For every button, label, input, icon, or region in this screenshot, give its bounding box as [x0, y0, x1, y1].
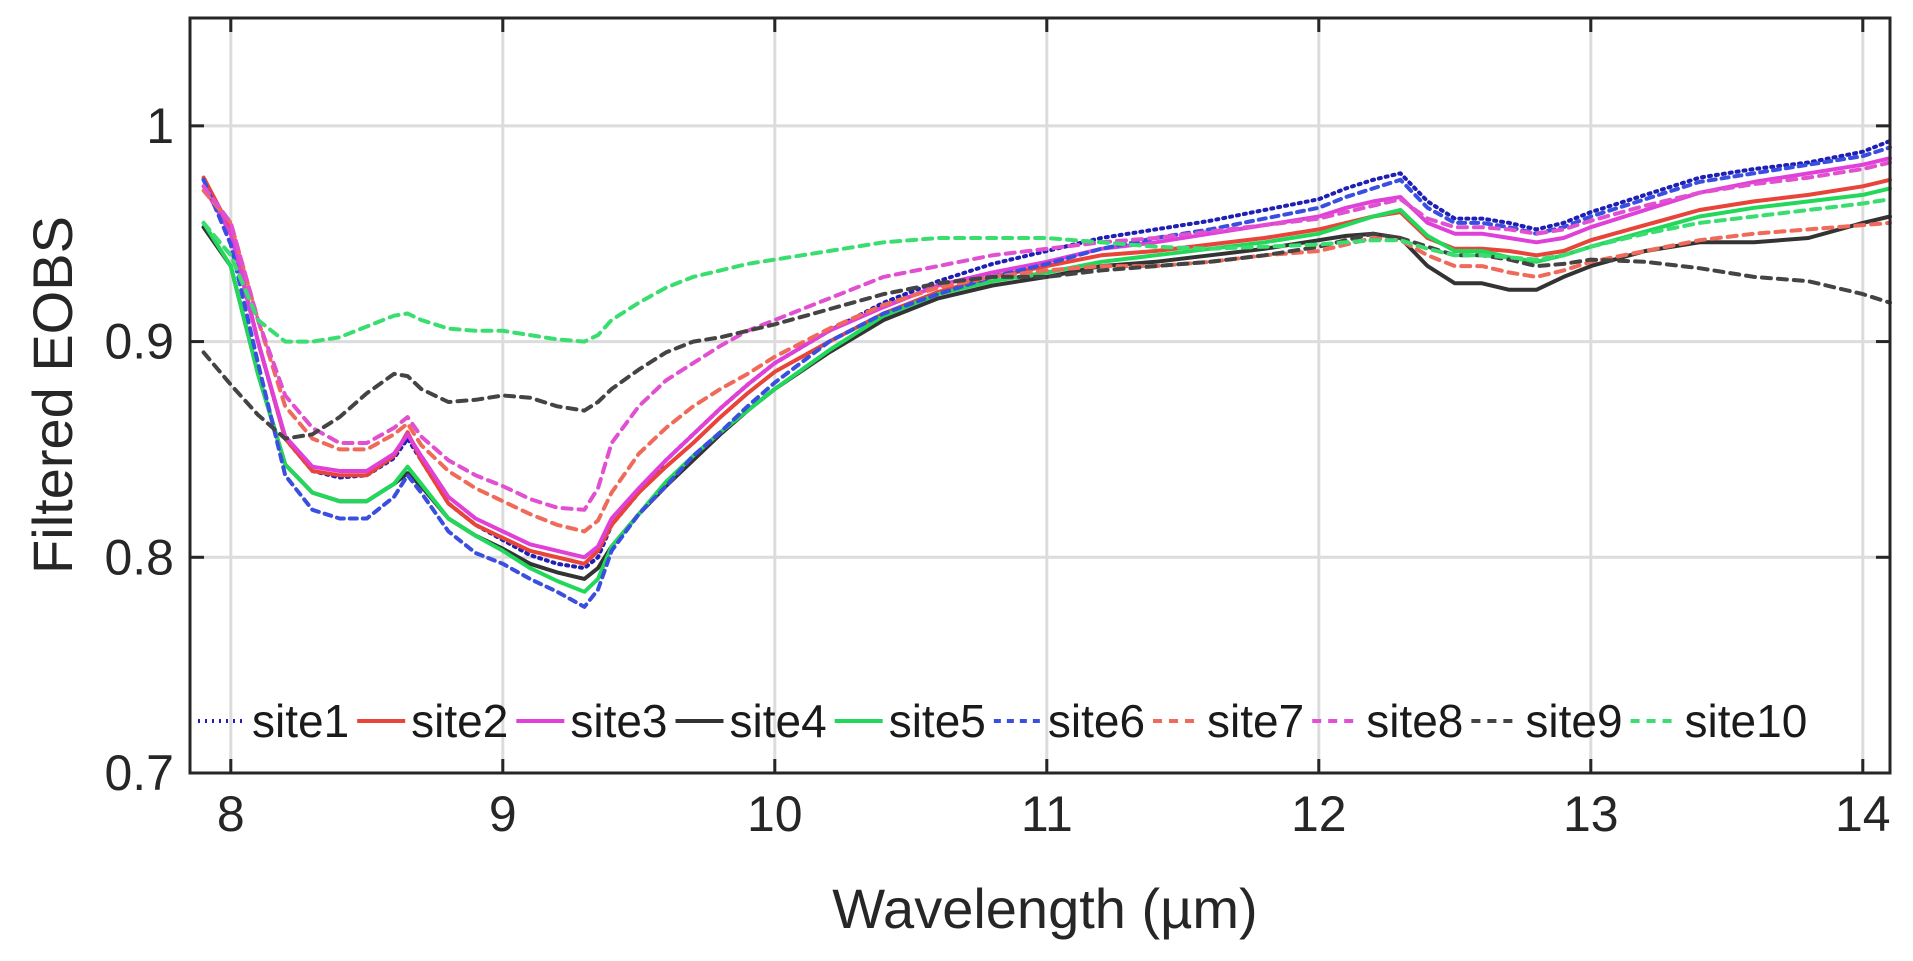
x-tick-label: 11 — [1021, 786, 1073, 842]
legend-item-site9: site9 — [1471, 695, 1623, 747]
series-line-site8 — [201, 160, 1892, 512]
legend-item-site10: site10 — [1630, 695, 1808, 747]
y-tick-label: 1 — [146, 98, 174, 154]
series-line-site7 — [201, 188, 1892, 534]
axis-ticks: 8 9 10 11 12 13 14 0.7 0.8 0.9 1 — [104, 18, 1891, 842]
y-tick-label: 0.9 — [104, 314, 174, 370]
y-tick-label: 0.7 — [104, 745, 174, 801]
legend-item-site1: site1 — [198, 695, 349, 747]
legend-label: site5 — [889, 695, 986, 747]
series-line-site3 — [201, 156, 1892, 560]
x-tick-label: 14 — [1835, 786, 1891, 842]
y-axis-title: Filtered EOBS — [21, 216, 84, 574]
series-line-site9 — [201, 231, 1892, 441]
legend: site1 site2 site3 site4 site5 site6 site7 site8… — [198, 695, 1807, 747]
legend-item-site3: site3 — [516, 695, 668, 747]
series-line-site6 — [201, 145, 1892, 609]
legend-item-site4: site4 — [675, 695, 827, 747]
x-tick-label: 13 — [1563, 786, 1619, 842]
legend-item-site2: site2 — [357, 695, 508, 747]
legend-label: site8 — [1366, 695, 1463, 747]
series-lines — [201, 139, 1892, 609]
x-axis-title: Wavelength (µm) — [832, 877, 1257, 940]
series-line-site10 — [201, 197, 1892, 344]
legend-label: site4 — [730, 695, 827, 747]
legend-item-site5: site5 — [834, 695, 986, 747]
grid — [190, 18, 1890, 775]
legend-label: site2 — [411, 695, 508, 747]
x-tick-label: 10 — [747, 786, 803, 842]
legend-label: site6 — [1048, 695, 1145, 747]
x-tick-label: 9 — [489, 786, 517, 842]
x-tick-label: 12 — [1291, 786, 1347, 842]
y-tick-label: 0.8 — [104, 529, 174, 585]
legend-label: site3 — [570, 695, 667, 747]
x-tick-label: 8 — [217, 786, 245, 842]
legend-item-site8: site8 — [1312, 695, 1463, 747]
legend-item-site7: site7 — [1153, 695, 1304, 747]
legend-item-site6: site6 — [993, 695, 1145, 747]
legend-label: site7 — [1207, 695, 1304, 747]
legend-label: site10 — [1685, 695, 1808, 747]
legend-label: site9 — [1525, 695, 1622, 747]
legend-label: site1 — [252, 695, 349, 747]
axes-box — [188, 16, 1892, 775]
